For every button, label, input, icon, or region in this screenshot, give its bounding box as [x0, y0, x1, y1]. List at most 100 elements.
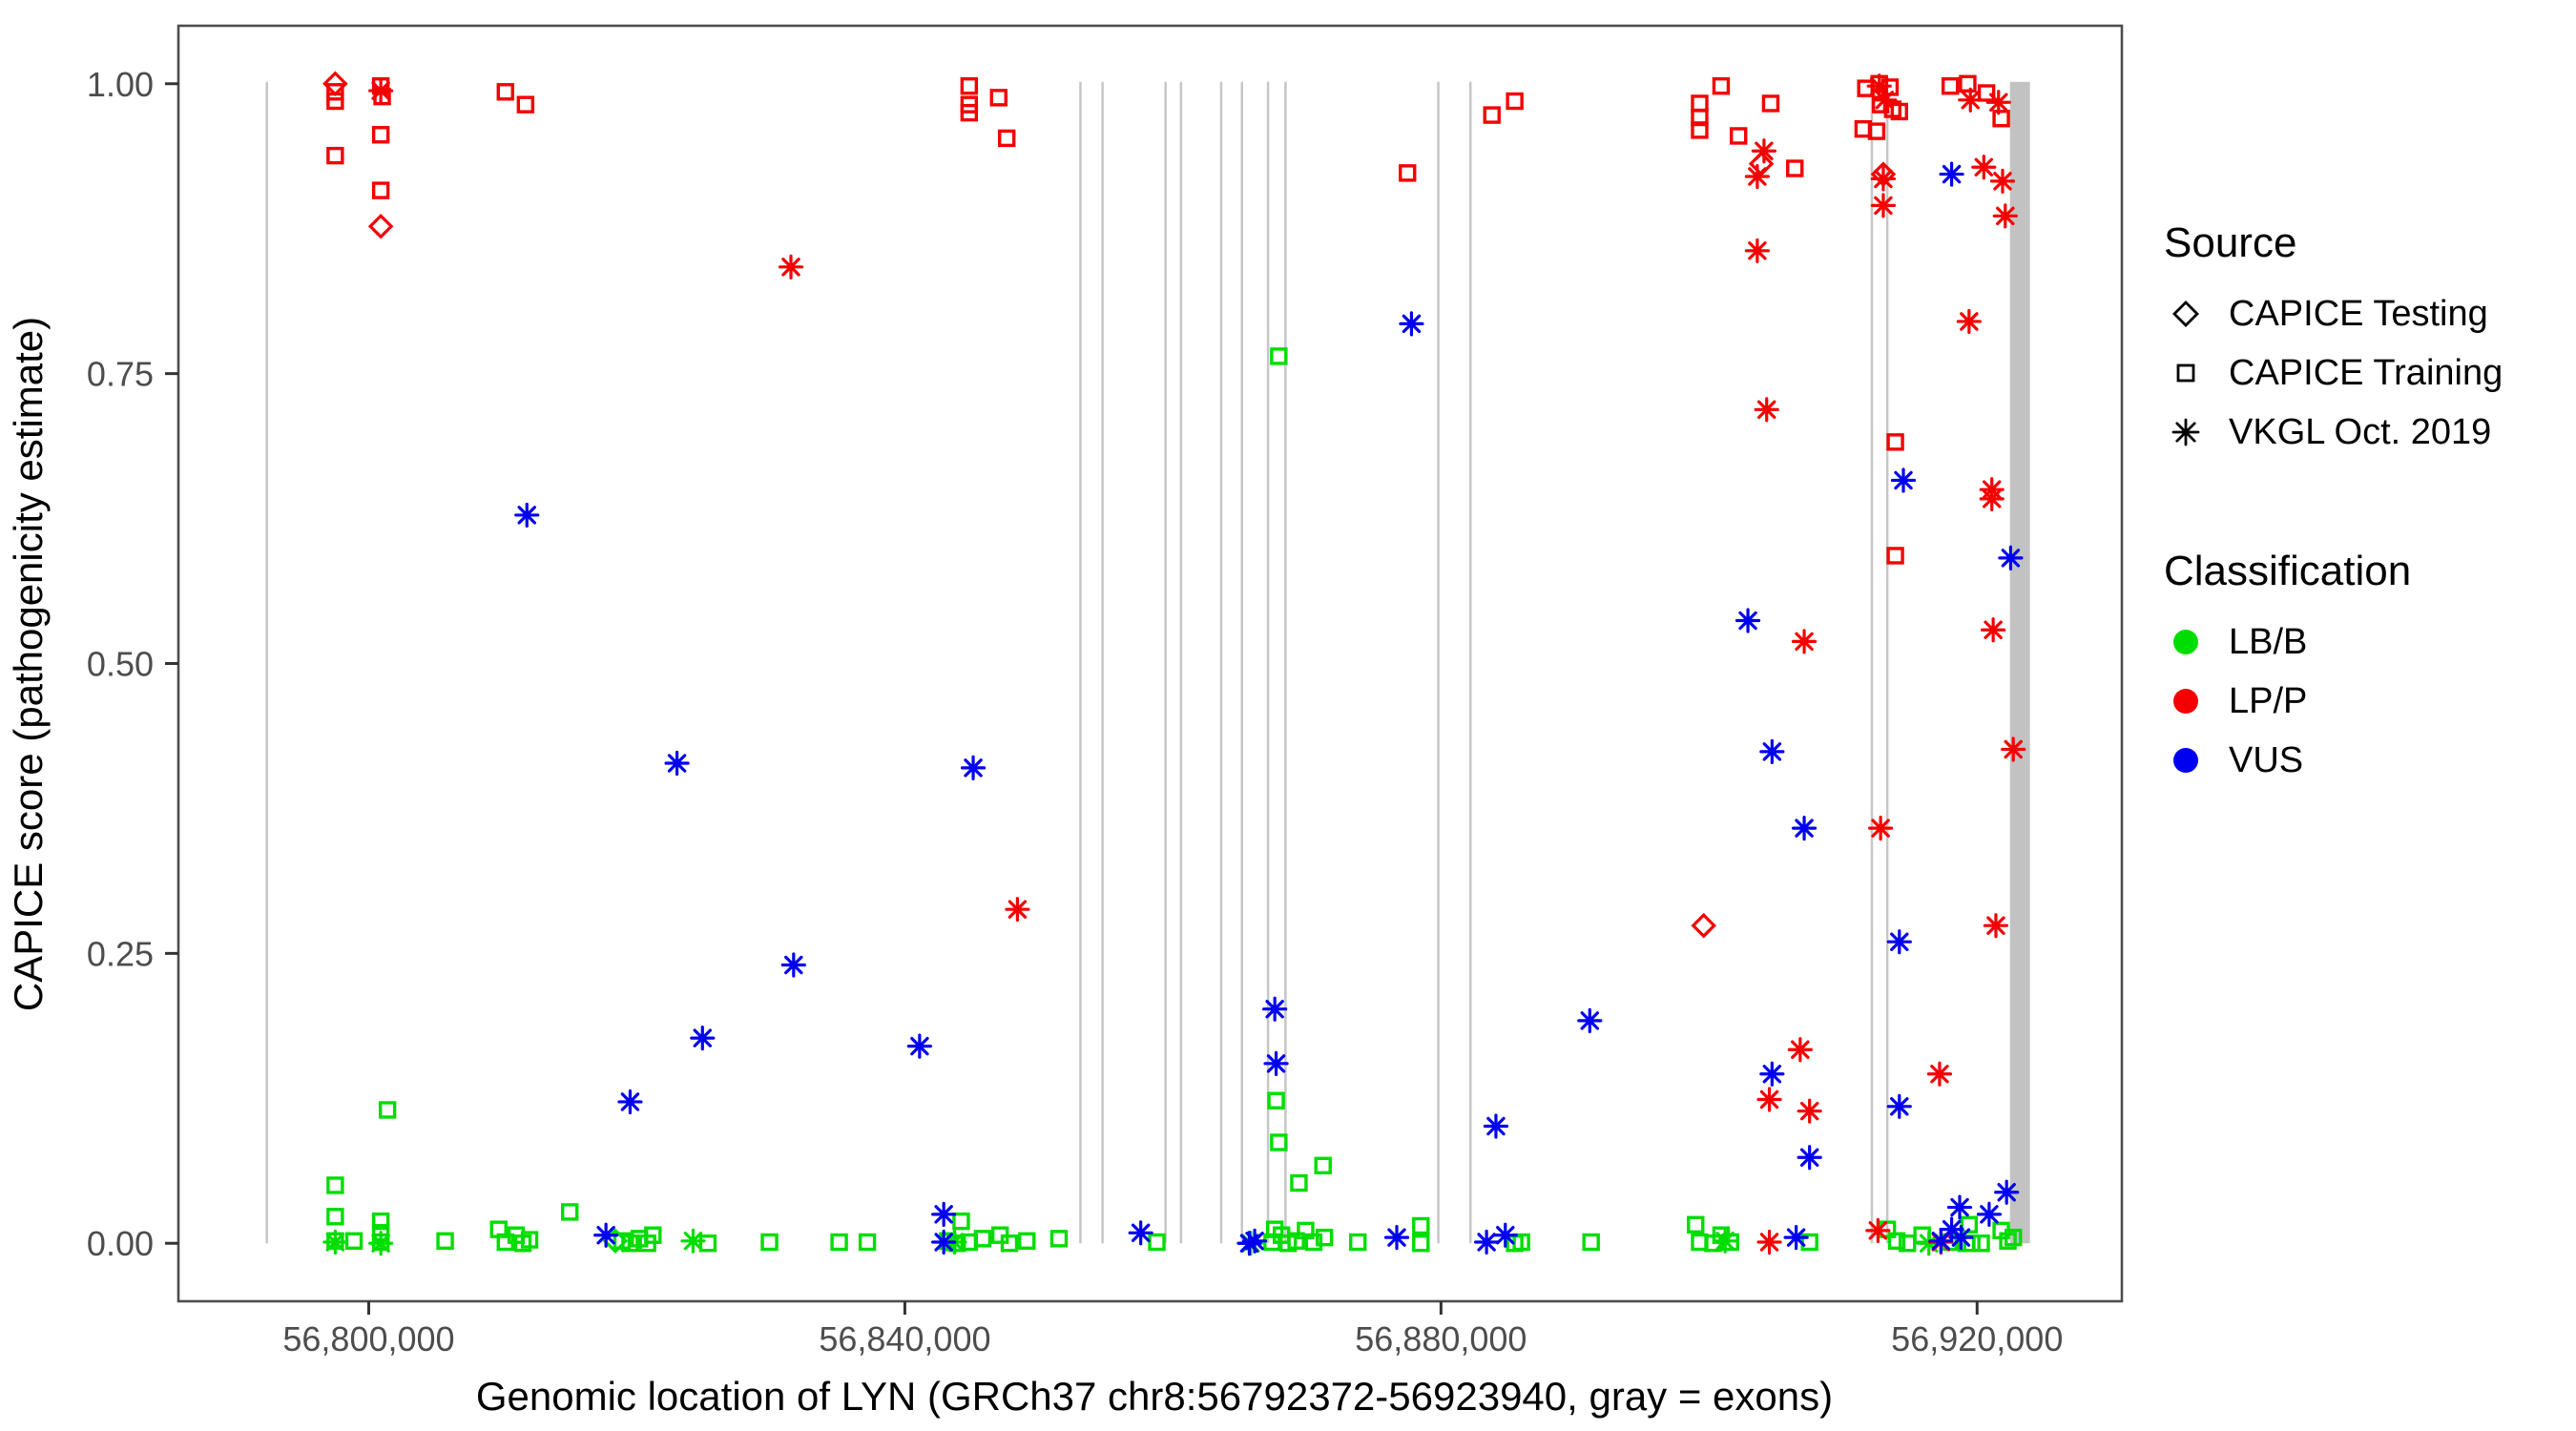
data-point-square	[2005, 1228, 2023, 1247]
data-point-square	[371, 126, 390, 144]
asterisk-icon	[2171, 418, 2200, 446]
data-point-asterisk	[1791, 815, 1818, 841]
data-point-square	[1691, 94, 1709, 113]
x-tick-label: 56,920,000	[1891, 1319, 2063, 1358]
data-point-square	[1148, 1233, 1166, 1252]
legend-classification: Classification LB/B LP/P VUS	[2164, 548, 2565, 790]
data-point-asterisk	[1797, 1145, 1822, 1171]
data-point-square	[1506, 92, 1524, 111]
legend-source-item-0: CAPICE Testing	[2164, 284, 2565, 343]
legend-source-item-label: CAPICE Testing	[2229, 293, 2488, 334]
data-point-square	[1049, 1230, 1069, 1248]
data-point-diamond	[322, 71, 348, 97]
data-point-diamond	[1691, 912, 1716, 939]
data-point-square	[830, 1233, 848, 1252]
legend-source-item-label: CAPICE Training	[2229, 352, 2503, 393]
legend-classification-item-2: VUS	[2164, 731, 2565, 790]
data-point-asterisk	[514, 502, 540, 529]
data-point-square	[1399, 164, 1417, 182]
legend: Source CAPICE Testing CAPICE Training VKGL…	[2164, 219, 2565, 876]
data-point-asterisk	[2001, 736, 2026, 762]
data-point-square	[1730, 127, 1748, 145]
data-point-asterisk	[1870, 166, 1897, 192]
data-point-asterisk	[368, 77, 394, 104]
data-point-asterisk	[1870, 193, 1897, 218]
data-point-square	[760, 1233, 779, 1252]
data-point-asterisk	[1797, 1098, 1822, 1124]
data-point-asterisk	[368, 1231, 394, 1256]
y-tick-label: 0.75	[87, 355, 154, 394]
legend-classification-item-label: VUS	[2229, 739, 2304, 780]
data-point-square	[1267, 1091, 1285, 1110]
data-point-asterisk	[1751, 138, 1777, 164]
data-point-square	[1960, 1215, 1979, 1234]
data-point-square	[371, 181, 390, 199]
data-point-asterisk	[1791, 629, 1818, 654]
legend-glyph	[2164, 351, 2208, 395]
data-point-square	[858, 1233, 877, 1252]
data-point-square	[1761, 94, 1780, 113]
legend-classification-item-label: LP/P	[2229, 680, 2308, 721]
data-point-asterisk	[906, 1033, 932, 1059]
data-point-asterisk	[780, 952, 806, 978]
colored-dot-icon	[2173, 689, 2198, 714]
data-point-asterisk	[1948, 1225, 1974, 1251]
data-point-square	[516, 95, 535, 114]
data-point-square	[1959, 74, 1977, 93]
x-axis-title: Genomic location of LYN (GRCh37 chr8:567…	[475, 1374, 1834, 1419]
data-point-asterisk	[1886, 1093, 1912, 1119]
data-point-square	[1992, 110, 2010, 128]
data-point-asterisk	[1759, 1061, 1785, 1087]
legend-classification-item-0: LB/B	[2164, 612, 2565, 672]
data-point-asterisk	[1928, 1228, 1954, 1254]
data-point-square	[1314, 1156, 1332, 1174]
data-point-asterisk	[1976, 1201, 2003, 1227]
y-tick-label: 0.00	[87, 1224, 154, 1263]
data-point-square	[496, 83, 514, 101]
y-tick-label: 0.50	[87, 645, 154, 684]
data-point-square	[1786, 159, 1804, 177]
data-point-square	[952, 1212, 970, 1231]
data-point-asterisk	[1241, 1228, 1268, 1254]
legend-glyph	[2164, 679, 2208, 723]
data-point-asterisk	[1865, 1217, 1891, 1243]
data-point-asterisk	[1958, 87, 1984, 113]
colored-dot-icon	[2173, 748, 2198, 773]
data-point-asterisk	[1983, 913, 2009, 939]
data-point-asterisk	[1744, 163, 1770, 190]
y-axis-title: CAPICE score (pathogenicity estimate)	[6, 316, 51, 1012]
data-point-asterisk	[322, 1229, 348, 1255]
data-point-square	[644, 1226, 662, 1244]
data-point-square	[997, 129, 1016, 148]
data-point-asterisk	[1759, 738, 1785, 764]
data-point-square	[960, 103, 979, 122]
legend-classification-title: Classification	[2164, 548, 2412, 594]
data-point-asterisk	[1868, 815, 1894, 841]
data-point-asterisk	[1992, 203, 2018, 229]
data-point-asterisk	[1998, 545, 2024, 570]
data-point-square	[1941, 77, 1960, 95]
legend-glyph	[2164, 738, 2208, 782]
data-point-asterisk	[593, 1222, 619, 1248]
data-point-asterisk	[1128, 1220, 1153, 1246]
data-point-square	[1886, 433, 1904, 451]
legend-source-item-label: VKGL Oct. 2019	[2229, 411, 2492, 452]
legend-glyph	[2164, 292, 2208, 336]
data-point-asterisk	[1994, 1179, 2020, 1205]
data-point-asterisk	[1886, 929, 1912, 955]
data-point-square	[1977, 84, 1996, 102]
data-point-square	[1412, 1216, 1430, 1235]
data-point-diamond	[367, 214, 394, 239]
data-point-asterisk	[1483, 1113, 1509, 1139]
data-point-asterisk	[1756, 1229, 1782, 1255]
data-point-square	[1712, 77, 1731, 95]
data-point-square	[1349, 1233, 1367, 1252]
data-point-square	[698, 1234, 717, 1253]
panel-border	[177, 24, 2124, 1303]
data-point-asterisk	[664, 750, 690, 777]
data-point-asterisk	[1890, 467, 1917, 493]
data-point-asterisk	[1939, 161, 1964, 187]
data-point-asterisk	[1926, 1061, 1953, 1087]
